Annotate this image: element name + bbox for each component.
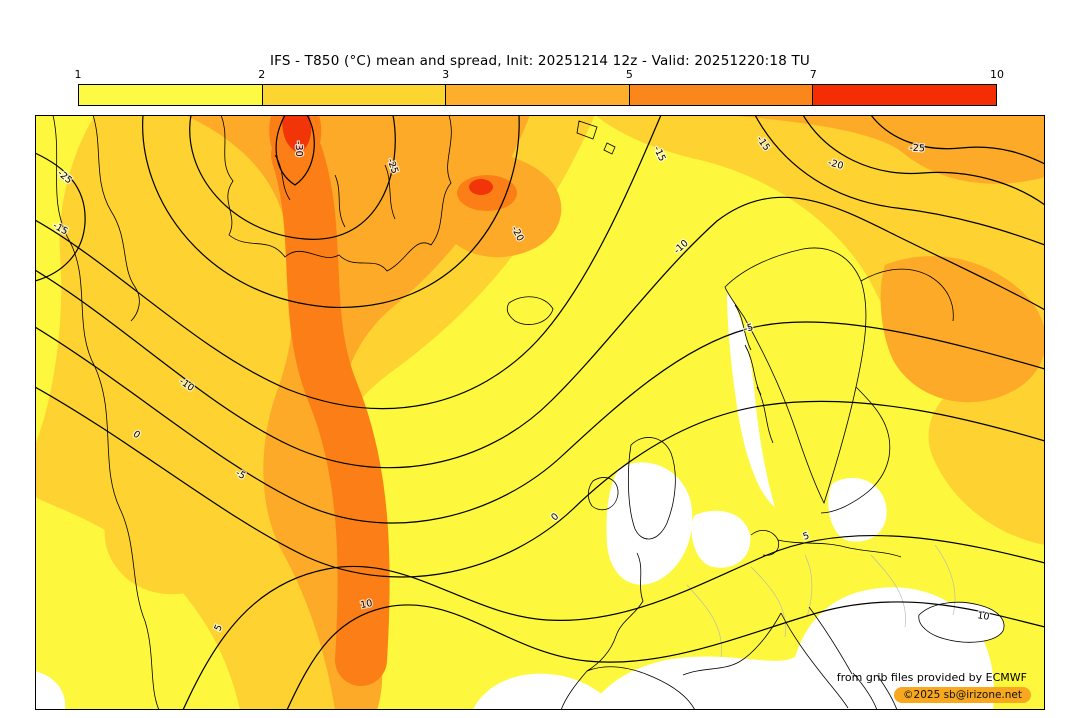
- attribution-ecmwf: from grib files provided by ECMWF: [836, 671, 1027, 684]
- contour-label: -20: [827, 157, 845, 172]
- attribution-copyright: ©2025 sb@irizone.net: [894, 687, 1031, 703]
- contour-line: [142, 115, 520, 308]
- spread-fill-layer: [35, 115, 1045, 710]
- contour-line: [35, 321, 1045, 524]
- coastline-layer: [52, 115, 1005, 710]
- colorbar-segment: [262, 85, 447, 105]
- contour-line: [189, 115, 396, 240]
- map-border: [35, 115, 1045, 710]
- contour-line: [35, 115, 662, 410]
- spread-lt1: [35, 291, 1004, 710]
- colorbar-ticks: 1 2 3 5 7 10: [74, 68, 1005, 84]
- spread-7-10: [282, 115, 493, 195]
- colorbar-segment: [79, 85, 263, 105]
- colorbar-segment: [629, 85, 814, 105]
- contour-line: [182, 534, 1045, 710]
- contour-line: [35, 386, 1045, 578]
- country-border-layer: [686, 544, 956, 658]
- contour-label: -5: [743, 322, 755, 335]
- colorbar-legend: 1 2 3 5 7 10: [74, 68, 1005, 106]
- contour-line: [35, 152, 86, 282]
- colorbar-segment: [446, 85, 630, 105]
- colorbar-tick-label: 7: [809, 68, 817, 81]
- colorbar-segment: [813, 85, 996, 105]
- contour-label: 10: [359, 598, 373, 611]
- chart-title: IFS - T850 (°C) mean and spread, Init: 2…: [269, 53, 811, 69]
- colorbar-tick-label: 5: [625, 68, 633, 81]
- contour-label: -25: [909, 143, 925, 155]
- map-svg: -30-25-25-20-15-15-15-20-25-10-10-5-5005…: [35, 115, 1045, 710]
- colorbar-tick-label: 3: [442, 68, 450, 81]
- contour-label: 10: [977, 610, 991, 623]
- contour-label: 5: [802, 530, 811, 542]
- colorbar-tick-label: 2: [258, 68, 266, 81]
- contour-label: -25: [385, 157, 401, 175]
- colorbar-tick-label: 10: [990, 68, 1004, 81]
- contour-label: -30: [293, 141, 305, 157]
- colorbar-tick-label: 1: [74, 68, 82, 81]
- contour-layer: [35, 115, 1045, 710]
- contour-line: [286, 601, 1045, 710]
- contour-line: [870, 115, 1045, 165]
- map-frame: -30 -25 -25 -20 -15 -15 -15 -20 -25 -10 -10 -5 -5 0 0 5…: [35, 115, 1045, 710]
- contour-line: [802, 115, 1045, 206]
- contour-line: [275, 115, 315, 186]
- contour-line: [754, 115, 1045, 246]
- colorbar-bar: [78, 84, 997, 106]
- contour-line: [35, 196, 1045, 469]
